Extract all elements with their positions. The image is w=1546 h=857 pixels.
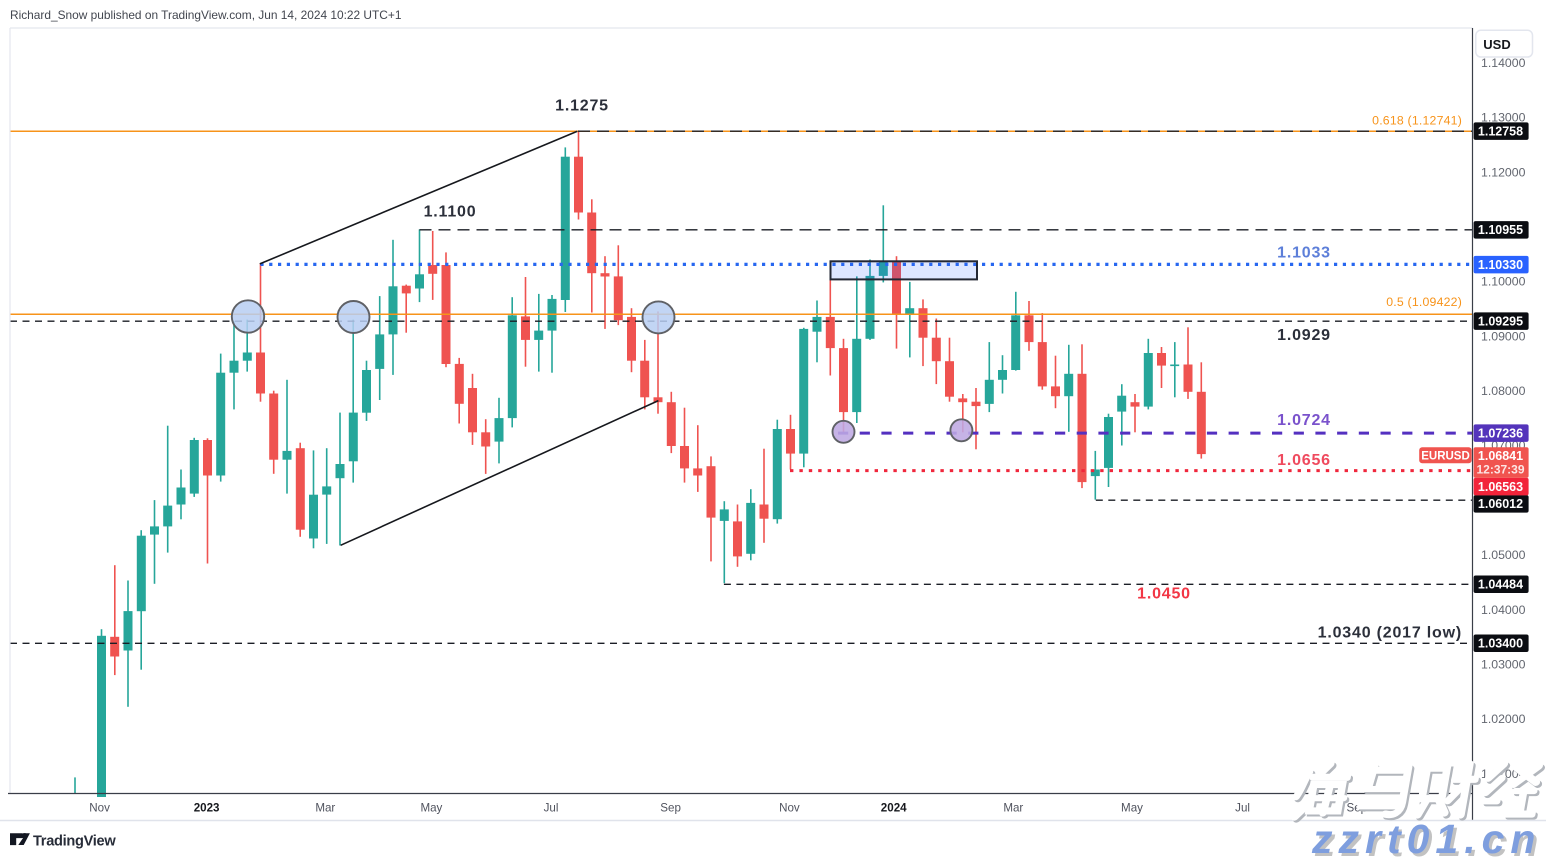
svg-text:1.0724: 1.0724 [1277, 412, 1331, 429]
svg-text:1.03400: 1.03400 [1478, 637, 1523, 651]
svg-text:0.618 (1.12741): 0.618 (1.12741) [1372, 114, 1462, 128]
svg-text:2024: 2024 [881, 802, 907, 815]
svg-text:Sep: Sep [660, 802, 681, 815]
svg-text:2023: 2023 [194, 802, 220, 815]
svg-text:1.1033: 1.1033 [1277, 245, 1331, 262]
svg-text:1.12000: 1.12000 [1481, 165, 1526, 179]
svg-text:1.0929: 1.0929 [1277, 327, 1331, 344]
svg-text:zzrt01.cn: zzrt01.cn [1311, 816, 1541, 857]
svg-text:1.09295: 1.09295 [1478, 315, 1523, 329]
svg-text:1.10955: 1.10955 [1478, 223, 1523, 237]
svg-text:1.1275: 1.1275 [555, 98, 609, 115]
svg-text:USD: USD [1483, 37, 1510, 52]
svg-text:1.10000: 1.10000 [1481, 275, 1526, 289]
svg-text:1.03000: 1.03000 [1481, 658, 1526, 672]
svg-text:EURUSD: EURUSD [1421, 451, 1470, 463]
svg-text:zzrt01.cn: zzrt01.cn [1314, 819, 1544, 857]
svg-text:Nov: Nov [89, 802, 110, 815]
svg-text:Jul: Jul [1235, 802, 1250, 815]
svg-text:1.14000: 1.14000 [1481, 56, 1526, 70]
svg-text:1.08000: 1.08000 [1481, 384, 1526, 398]
svg-text:1.06841: 1.06841 [1478, 449, 1523, 463]
svg-text:Mar: Mar [315, 802, 335, 815]
svg-text:1.13000: 1.13000 [1481, 111, 1526, 125]
svg-text:12:37:39: 12:37:39 [1476, 462, 1524, 476]
svg-text:Richard_Snow published on Trad: Richard_Snow published on TradingView.co… [10, 8, 402, 22]
svg-text:1.04000: 1.04000 [1481, 603, 1526, 617]
svg-text:May: May [1121, 802, 1143, 815]
svg-text:1.07236: 1.07236 [1478, 427, 1523, 441]
svg-text:0.5 (1.09422): 0.5 (1.09422) [1386, 295, 1462, 309]
svg-text:1.02000: 1.02000 [1481, 712, 1526, 726]
svg-text:1.09000: 1.09000 [1481, 329, 1526, 343]
svg-text:1.0450: 1.0450 [1137, 586, 1191, 603]
svg-text:1.1100: 1.1100 [424, 204, 477, 221]
svg-text:1.05000: 1.05000 [1481, 548, 1526, 562]
svg-text:Jul: Jul [544, 802, 559, 815]
svg-text:1.0656: 1.0656 [1277, 452, 1331, 469]
svg-text:1.06563: 1.06563 [1478, 480, 1523, 494]
svg-text:1.12758: 1.12758 [1478, 125, 1523, 139]
svg-text:Mar: Mar [1003, 802, 1023, 815]
svg-text:May: May [420, 802, 442, 815]
svg-text:1.06012: 1.06012 [1478, 497, 1523, 511]
svg-text:1.0340 (2017 low): 1.0340 (2017 low) [1318, 625, 1462, 642]
svg-text:Nov: Nov [779, 802, 800, 815]
svg-text:TradingView: TradingView [33, 834, 116, 850]
svg-text:1.04484: 1.04484 [1478, 578, 1523, 592]
svg-text:1.10330: 1.10330 [1478, 258, 1523, 272]
